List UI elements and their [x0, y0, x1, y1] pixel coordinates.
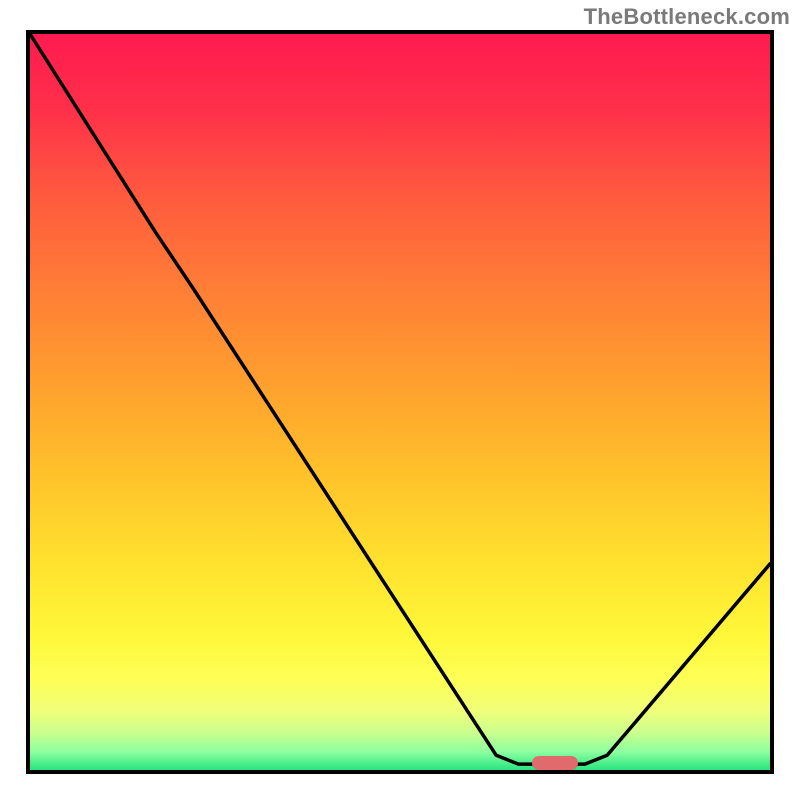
optimum-marker	[532, 756, 578, 770]
chart-container: TheBottleneck.com	[0, 0, 800, 800]
background-gradient	[30, 34, 770, 770]
watermark-text: TheBottleneck.com	[584, 4, 790, 30]
plot-frame	[26, 30, 774, 774]
